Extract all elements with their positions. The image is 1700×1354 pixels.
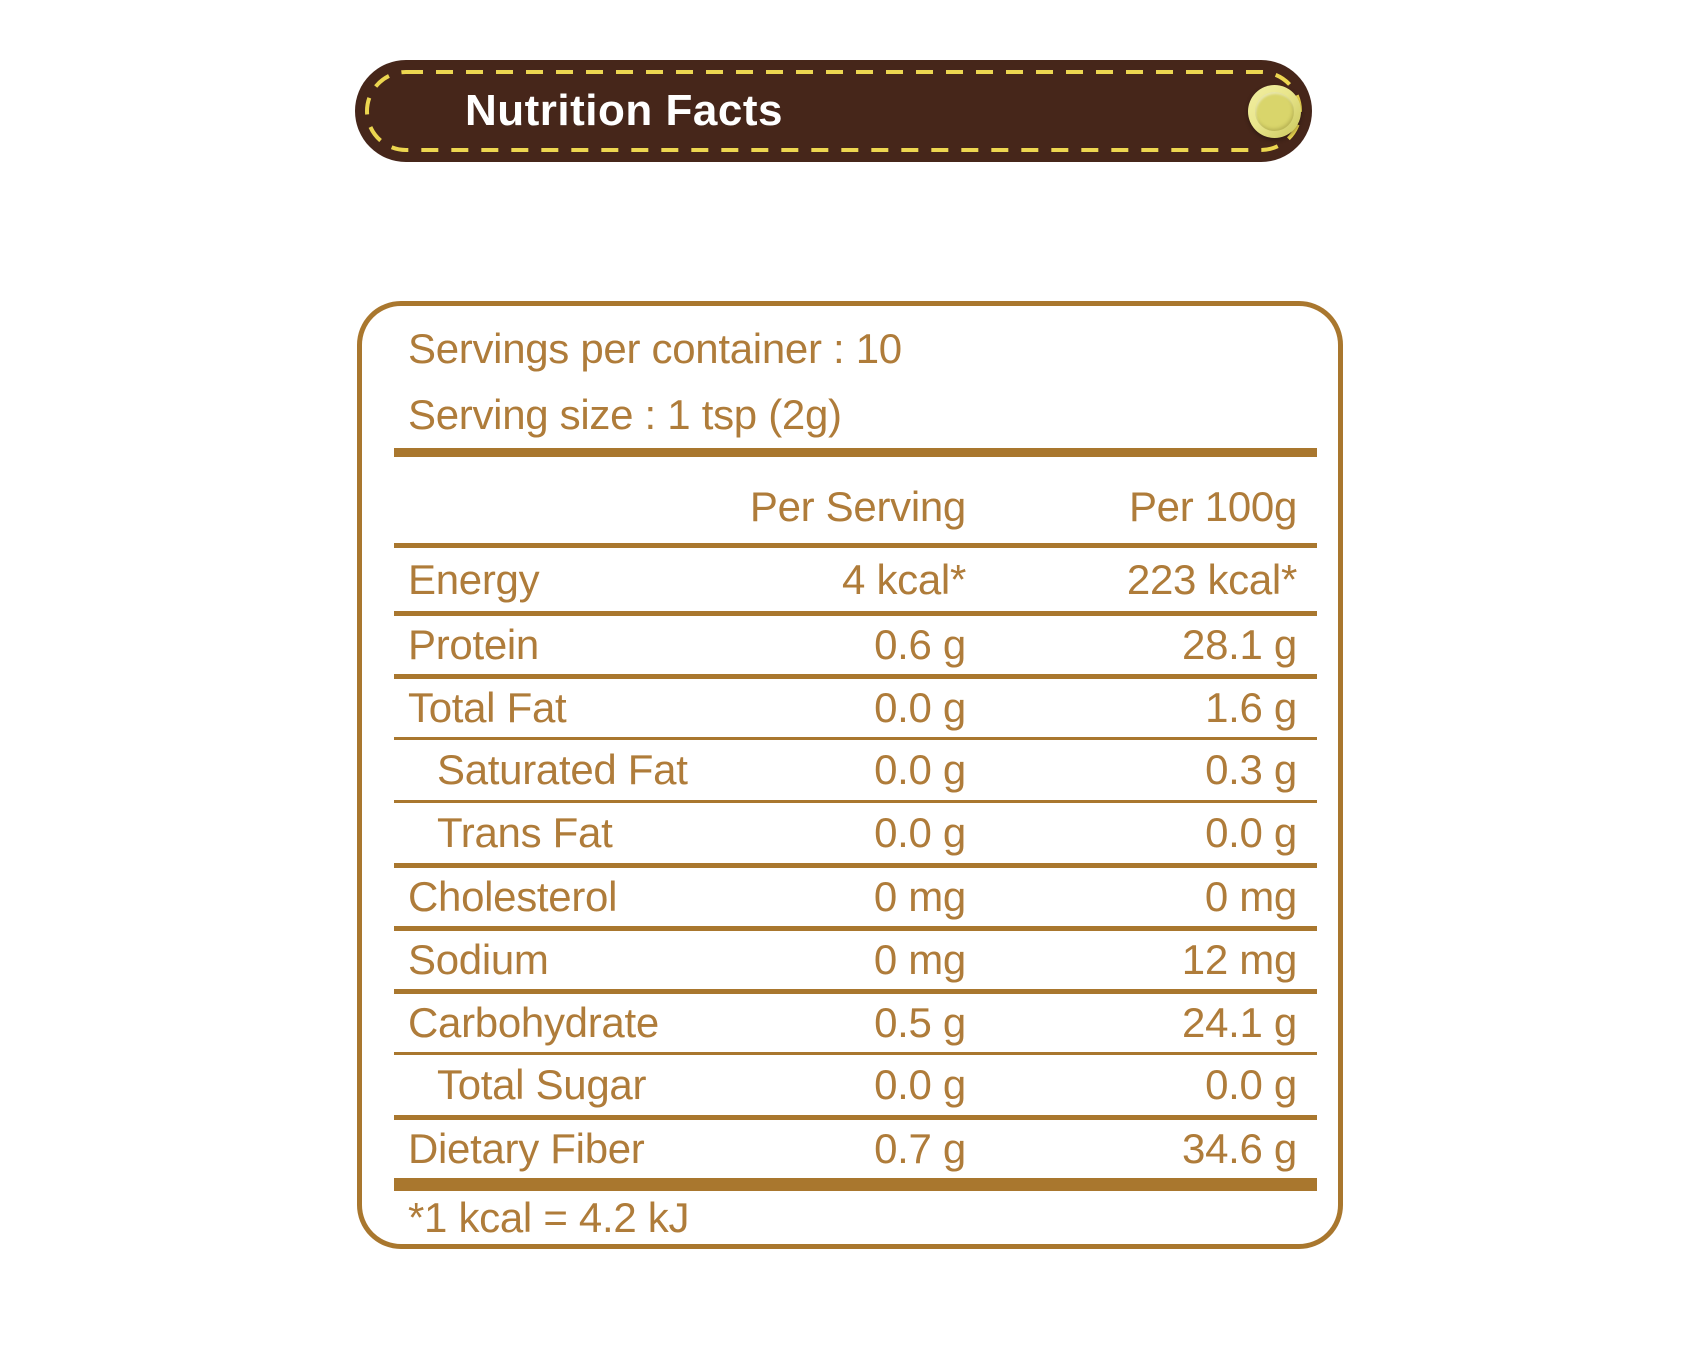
nutrition-panel: Servings per container : 10 Serving size… (357, 301, 1343, 1249)
table-row: Total Fat 0.0 g 1.6 g (394, 674, 1317, 737)
col-per-serving: Per Serving (749, 483, 966, 530)
row-per-100g: 0.0 g (1205, 1061, 1297, 1108)
table-row: Dietary Fiber 0.7 g 34.6 g (394, 1115, 1317, 1178)
row-label: Total Sugar (437, 1061, 647, 1108)
row-per-serving: 0.7 g (874, 1125, 966, 1172)
row-label: Carbohydrate (408, 999, 659, 1046)
table-row: Sodium 0 mg 12 mg (394, 926, 1317, 989)
row-per-serving: 0 mg (873, 936, 966, 983)
row-per-serving: 0.0 g (874, 684, 966, 731)
row-per-100g: 1.6 g (1205, 684, 1297, 731)
row-label: Trans Fat (437, 809, 613, 856)
table-row: Cholesterol 0 mg 0 mg (394, 863, 1317, 926)
table-row: Energy 4 kcal* 223 kcal* (394, 548, 1317, 611)
row-per-serving: 0.0 g (874, 809, 966, 856)
footnote: *1 kcal = 4.2 kJ (408, 1194, 690, 1241)
row-per-serving: 0 mg (873, 873, 966, 920)
table-header: Per Serving Per 100g (394, 457, 1317, 548)
serving-size: Serving size : 1 tsp (2g) (408, 391, 842, 438)
row-label: Sodium (408, 936, 549, 983)
nutrition-table-rows: Energy 4 kcal* 223 kcal* Protein 0.6 g 2… (394, 548, 1317, 1178)
row-label: Dietary Fiber (408, 1125, 645, 1172)
row-per-100g: 0 mg (1204, 873, 1297, 920)
row-per-serving: 0.0 g (874, 1061, 966, 1108)
table-row: Total Sugar 0.0 g 0.0 g (394, 1052, 1317, 1115)
row-per-100g: 0.3 g (1205, 746, 1297, 793)
row-per-100g: 24.1 g (1182, 999, 1297, 1046)
header-spacer (394, 531, 724, 543)
row-per-serving: 0.0 g (874, 746, 966, 793)
row-per-100g: 28.1 g (1182, 621, 1297, 668)
panel-content: Servings per container : 10 Serving size… (394, 306, 1317, 1243)
row-per-serving: 4 kcal* (842, 555, 966, 603)
row-per-100g: 0.0 g (1205, 809, 1297, 856)
row-label: Protein (408, 621, 539, 668)
bottom-bar (394, 1178, 1317, 1191)
nutrition-facts-banner: Nutrition Facts (355, 60, 1312, 162)
row-label: Energy (408, 555, 540, 603)
row-per-100g: 34.6 g (1182, 1125, 1297, 1172)
table-row: Protein 0.6 g 28.1 g (394, 611, 1317, 674)
snap-button-inner-icon (1255, 92, 1294, 131)
row-per-serving: 0.5 g (874, 999, 966, 1046)
table-row: Trans Fat 0.0 g 0.0 g (394, 800, 1317, 863)
serving-info: Servings per container : 10 Serving size… (394, 306, 1317, 448)
table-row: Carbohydrate 0.5 g 24.1 g (394, 989, 1317, 1052)
snap-button-icon (1248, 85, 1301, 138)
row-label: Cholesterol (408, 873, 618, 920)
banner-title: Nutrition Facts (465, 86, 783, 135)
row-per-100g: 12 mg (1181, 936, 1298, 983)
col-per-100g: Per 100g (1128, 483, 1297, 530)
divider-thick (394, 448, 1317, 457)
table-row: Saturated Fat 0.0 g 0.3 g (394, 737, 1317, 800)
servings-per-container: Servings per container : 10 (408, 325, 902, 372)
row-label: Total Fat (408, 684, 567, 731)
row-label: Saturated Fat (437, 746, 688, 793)
row-per-serving: 0.6 g (874, 621, 966, 668)
row-per-100g: 223 kcal* (1126, 555, 1297, 603)
